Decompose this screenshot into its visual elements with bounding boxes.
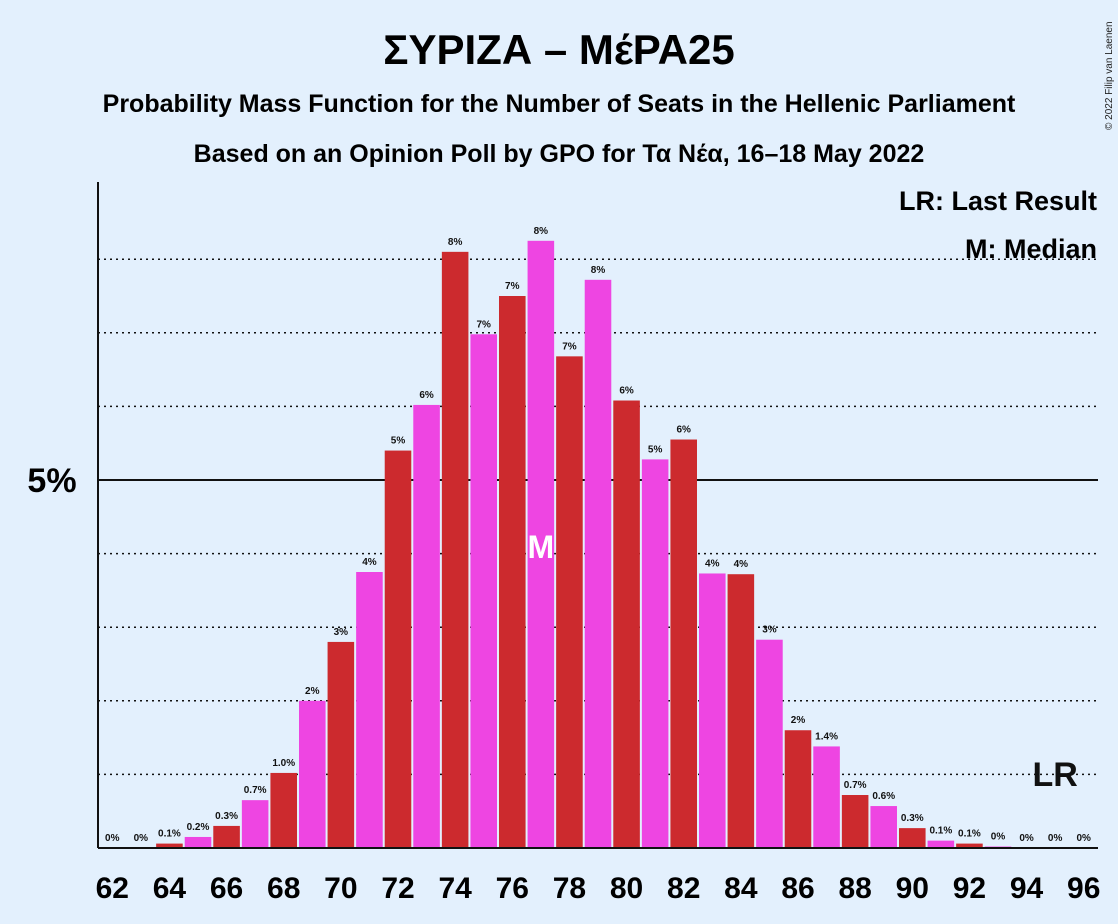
bar-87 [813,746,840,848]
bar-label-82: 6% [676,425,691,436]
chart-subtitle: Probability Mass Function for the Number… [103,90,1016,118]
x-tick-86: 86 [781,872,814,905]
bar-label-67: 0.7% [244,785,267,796]
bar-label-76: 7% [505,281,520,292]
x-tick-76: 76 [496,872,529,905]
bar-label-69: 2% [305,686,320,697]
bar-91 [927,840,955,848]
bar-label-81: 5% [648,444,663,455]
bar-label-86: 2% [791,715,806,726]
copyright-notice: © 2022 Filip van Laenen [1104,21,1115,130]
bar-label-80: 6% [619,386,634,397]
x-tick-labels: 62 64 66 68 70 72 74 76 78 80 82 84 86 88 90 92 94 96 [96,872,1101,905]
markers-group: M LR [528,529,1078,794]
bar-68 [270,772,297,848]
bar-labels-group: 0% 0% 0.1% 0.2% 0.3% 0.7% 1.0% 2% 3% 4% 5% 6% 8% 7% 7%… [105,226,1091,844]
bar-66 [213,825,240,848]
bar-84 [727,574,755,848]
bar-label-72: 5% [391,436,406,447]
x-tick-62: 62 [96,872,129,905]
x-tick-70: 70 [324,872,357,905]
bar-label-87: 1.4% [815,731,838,742]
bar-label-89: 0.6% [872,791,895,802]
bar-label-68: 1.0% [272,758,295,769]
bar-label-62: 0% [105,833,120,844]
bar-label-79: 8% [591,265,606,276]
bar-label-74: 8% [448,237,463,248]
bar-label-90: 0.3% [901,813,924,824]
x-tick-94: 94 [1010,872,1044,905]
bar-label-70: 3% [334,627,349,638]
x-tick-80: 80 [610,872,643,905]
bar-89 [870,806,897,848]
bar-label-71: 4% [362,557,377,568]
legend-median: M: Median [965,234,1097,264]
bar-65 [184,836,212,848]
bar-82 [670,439,697,848]
bar-77 [527,240,555,849]
x-tick-66: 66 [210,872,243,905]
bar-label-63: 0% [134,833,149,844]
x-tick-74: 74 [438,872,472,905]
bar-label-77: 8% [534,226,549,237]
x-tick-92: 92 [953,872,986,905]
x-tick-64: 64 [153,872,187,905]
bar-67 [241,800,269,848]
bar-71 [356,572,383,848]
bar-64 [156,843,183,848]
bar-label-75: 7% [476,319,491,330]
x-tick-90: 90 [896,872,929,905]
bar-79 [584,279,612,849]
x-tick-96: 96 [1067,872,1100,905]
bar-label-95: 0% [1048,833,1063,844]
bar-label-91: 0.1% [929,826,952,837]
bar-label-88: 0.7% [844,780,867,791]
bar-86 [784,730,812,848]
bar-70 [327,641,355,848]
bar-69 [299,700,326,848]
bar-label-83: 4% [705,558,720,569]
bar-label-73: 6% [419,390,434,401]
bar-81 [641,459,669,848]
bar-label-94: 0% [1019,833,1034,844]
bar-83 [699,573,726,848]
bar-label-93: 0% [991,832,1006,843]
bar-92 [956,843,983,848]
x-tick-84: 84 [724,872,758,905]
bar-label-66: 0.3% [215,811,238,822]
bar-78 [556,356,583,848]
bar-72 [384,450,412,848]
bar-label-85: 3% [762,625,777,636]
legend-last-result: LR: Last Result [899,186,1097,216]
bar-label-92: 0.1% [958,829,981,840]
bars-group [156,240,1012,849]
bar-label-64: 0.1% [158,829,181,840]
bar-85 [756,639,783,848]
bar-76 [499,296,526,848]
bar-label-84: 4% [734,559,749,570]
y-tick-label: 5% [27,462,76,500]
x-tick-88: 88 [838,872,871,905]
x-tick-68: 68 [267,872,300,905]
median-marker: M [528,529,555,565]
bar-label-78: 7% [562,341,577,352]
chart-subtitle-poll: Based on an Opinion Poll by GPO for Τα Ν… [194,140,925,168]
bar-74 [441,251,469,849]
bar-80 [613,400,640,848]
last-result-marker: LR [1032,756,1077,794]
bar-90 [899,828,926,848]
bar-88 [841,795,869,848]
bar-label-96: 0% [1076,833,1091,844]
bar-73 [413,404,440,848]
bar-75 [470,334,497,849]
x-tick-72: 72 [381,872,414,905]
bar-label-65: 0.2% [187,822,210,833]
chart-title: ΣΥΡΙΖΑ – ΜέΡΑ25 [383,26,734,73]
x-tick-82: 82 [667,872,700,905]
x-tick-78: 78 [553,872,586,905]
